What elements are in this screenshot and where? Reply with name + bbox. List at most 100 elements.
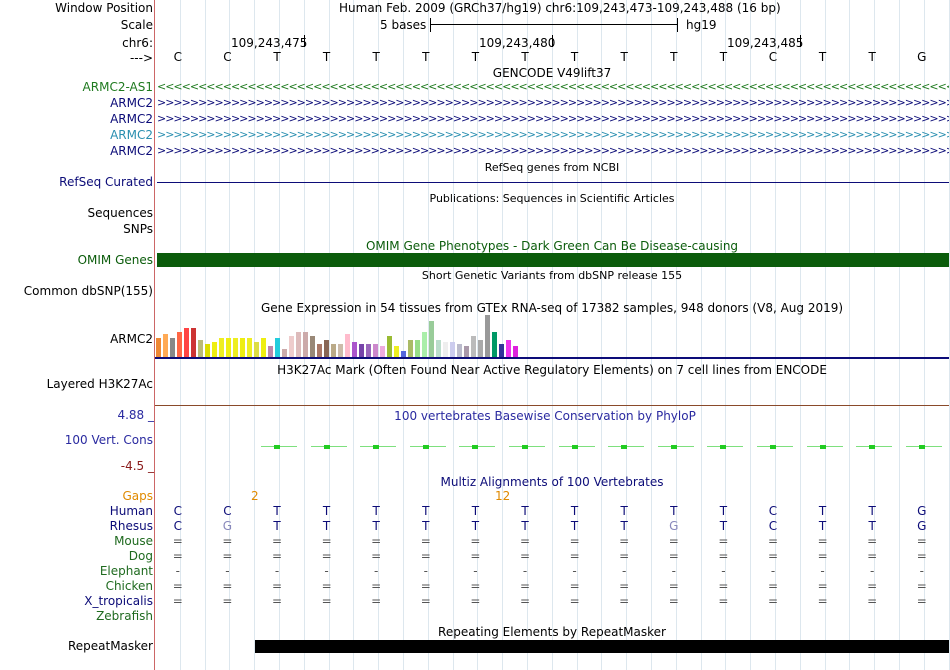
gtex-tissue-bar[interactable]	[219, 338, 224, 357]
gtex-tissue-bar[interactable]	[275, 338, 280, 357]
h3k27ac-label[interactable]: Layered H3K27Ac	[46, 377, 153, 391]
gtex-tissue-bar[interactable]	[457, 344, 462, 357]
phylop-score[interactable]	[422, 445, 429, 449]
gtex-tissue-bar[interactable]	[429, 321, 434, 357]
gaps-label[interactable]: Gaps	[122, 489, 153, 503]
gtex-tissue-bar[interactable]	[268, 346, 273, 357]
multiz-species-label[interactable]: Chicken	[105, 579, 153, 593]
gtex-tissue-bar[interactable]	[436, 340, 441, 357]
phylop-score[interactable]	[323, 445, 330, 449]
gencode-gene-label[interactable]: ARMC2	[110, 112, 153, 126]
gtex-tissue-bar[interactable]	[289, 336, 294, 357]
refseq-line[interactable]	[157, 182, 949, 183]
refseq-title[interactable]: RefSeq genes from NCBI	[484, 161, 620, 174]
gtex-tissue-bar[interactable]	[506, 340, 511, 357]
phylop-label[interactable]: 100 Vert. Cons	[64, 433, 153, 447]
gtex-tissue-bar[interactable]	[331, 344, 336, 357]
gencode-gene-arrows[interactable]: >>>>>>>>>>>>>>>>>>>>>>>>>>>>>>>>>>>>>>>>…	[157, 128, 949, 141]
gtex-tissue-bar[interactable]	[198, 340, 203, 357]
multiz-species-label[interactable]: Human	[109, 504, 153, 518]
gtex-tissue-bar[interactable]	[471, 336, 476, 357]
gtex-tissue-bar[interactable]	[226, 338, 231, 357]
gtex-tissue-bar[interactable]	[513, 346, 518, 357]
gencode-gene-label[interactable]: ARMC2	[110, 128, 153, 142]
gtex-tissue-bar[interactable]	[345, 334, 350, 357]
phylop-score[interactable]	[770, 445, 776, 449]
dbsnp-title[interactable]: Short Genetic Variants from dbSNP releas…	[421, 269, 683, 282]
gtex-tissue-bar[interactable]	[212, 342, 217, 357]
gtex-bargraph[interactable]	[156, 313, 556, 357]
gtex-tissue-bar[interactable]	[478, 340, 483, 357]
gtex-tissue-bar[interactable]	[163, 334, 168, 357]
phylop-score[interactable]	[274, 445, 280, 449]
gtex-tissue-bar[interactable]	[247, 338, 252, 357]
omim-label[interactable]: OMIM Genes	[77, 253, 153, 267]
gtex-tissue-bar[interactable]	[373, 344, 378, 357]
gtex-tissue-bar[interactable]	[387, 336, 392, 357]
gtex-tissue-bar[interactable]	[191, 328, 196, 357]
phylop-score[interactable]	[819, 445, 826, 449]
sequences-label[interactable]: Sequences	[87, 206, 153, 220]
gencode-gene-label[interactable]: ARMC2	[110, 96, 153, 110]
gtex-tissue-bar[interactable]	[464, 346, 469, 357]
gtex-tissue-bar[interactable]	[408, 340, 413, 357]
gencode-gene-arrows[interactable]: >>>>>>>>>>>>>>>>>>>>>>>>>>>>>>>>>>>>>>>>…	[157, 96, 949, 109]
gencode-gene-label[interactable]: ARMC2	[110, 144, 153, 158]
dbsnp-label[interactable]: Common dbSNP(155)	[23, 284, 153, 298]
gtex-tissue-bar[interactable]	[380, 346, 385, 357]
multiz-species-label[interactable]: Dog	[128, 549, 153, 563]
snps-label[interactable]: SNPs	[123, 222, 153, 236]
phylop-score[interactable]	[621, 445, 628, 449]
gtex-tissue-bar[interactable]	[177, 332, 182, 357]
phylop-score[interactable]	[472, 445, 479, 449]
h3k27ac-title[interactable]: H3K27Ac Mark (Often Found Near Active Re…	[277, 363, 827, 377]
phylop-score[interactable]	[720, 445, 727, 449]
gtex-tissue-bar[interactable]	[254, 342, 259, 357]
multiz-title[interactable]: Multiz Alignments of 100 Vertebrates	[440, 475, 664, 489]
gtex-tissue-bar[interactable]	[394, 346, 399, 357]
gencode-title[interactable]: GENCODE V49lift37	[492, 66, 612, 80]
gtex-tissue-bar[interactable]	[156, 338, 161, 357]
phylop-score[interactable]	[869, 445, 876, 449]
multiz-species-label[interactable]: Elephant	[99, 564, 153, 578]
phylop-score[interactable]	[373, 445, 380, 449]
refseq-label[interactable]: RefSeq Curated	[59, 175, 153, 189]
gtex-tissue-bar[interactable]	[282, 349, 287, 357]
gtex-tissue-bar[interactable]	[422, 332, 427, 357]
multiz-species-label[interactable]: Mouse	[114, 534, 153, 548]
gencode-gene-arrows[interactable]: >>>>>>>>>>>>>>>>>>>>>>>>>>>>>>>>>>>>>>>>…	[157, 144, 949, 157]
gtex-title[interactable]: Gene Expression in 54 tissues from GTEx …	[260, 301, 844, 315]
gtex-tissue-bar[interactable]	[352, 342, 357, 357]
gtex-tissue-bar[interactable]	[499, 344, 504, 357]
omim-title[interactable]: OMIM Gene Phenotypes - Dark Green Can Be…	[365, 239, 739, 253]
repeatmasker-label[interactable]: RepeatMasker	[67, 639, 153, 653]
phylop-score[interactable]	[918, 445, 925, 449]
omim-bar[interactable]	[157, 253, 949, 267]
gtex-tissue-bar[interactable]	[401, 351, 406, 357]
gtex-tissue-bar[interactable]	[492, 332, 497, 357]
phylop-title[interactable]: 100 vertebrates Basewise Conservation by…	[394, 409, 696, 423]
multiz-species-label[interactable]: X_tropicalis	[84, 594, 153, 608]
gtex-tissue-bar[interactable]	[324, 340, 329, 357]
phylop-score[interactable]	[670, 445, 677, 449]
gencode-gene-arrows[interactable]: >>>>>>>>>>>>>>>>>>>>>>>>>>>>>>>>>>>>>>>>…	[157, 112, 949, 125]
gtex-tissue-bar[interactable]	[240, 338, 245, 357]
gtex-tissue-bar[interactable]	[415, 340, 420, 357]
gtex-tissue-bar[interactable]	[450, 342, 455, 357]
gtex-tissue-bar[interactable]	[317, 344, 322, 357]
gencode-gene-arrows[interactable]: <<<<<<<<<<<<<<<<<<<<<<<<<<<<<<<<<<<<<<<<…	[157, 80, 949, 93]
publications-title[interactable]: Publications: Sequences in Scientific Ar…	[429, 192, 675, 205]
gtex-tissue-bar[interactable]	[310, 336, 315, 357]
repeatmasker-bar[interactable]	[255, 640, 949, 653]
gtex-tissue-bar[interactable]	[359, 344, 364, 357]
multiz-species-label[interactable]: Zebrafish	[96, 609, 153, 623]
gtex-tissue-bar[interactable]	[443, 342, 448, 357]
multiz-species-label[interactable]: Rhesus	[109, 519, 153, 533]
repeatmasker-title[interactable]: Repeating Elements by RepeatMasker	[438, 625, 666, 639]
gtex-tissue-bar[interactable]	[205, 344, 210, 357]
gtex-tissue-bar[interactable]	[184, 328, 189, 357]
gtex-tissue-bar[interactable]	[485, 315, 490, 357]
gtex-tissue-bar[interactable]	[366, 344, 371, 357]
phylop-score[interactable]	[571, 445, 578, 449]
phylop-score[interactable]	[522, 445, 528, 449]
